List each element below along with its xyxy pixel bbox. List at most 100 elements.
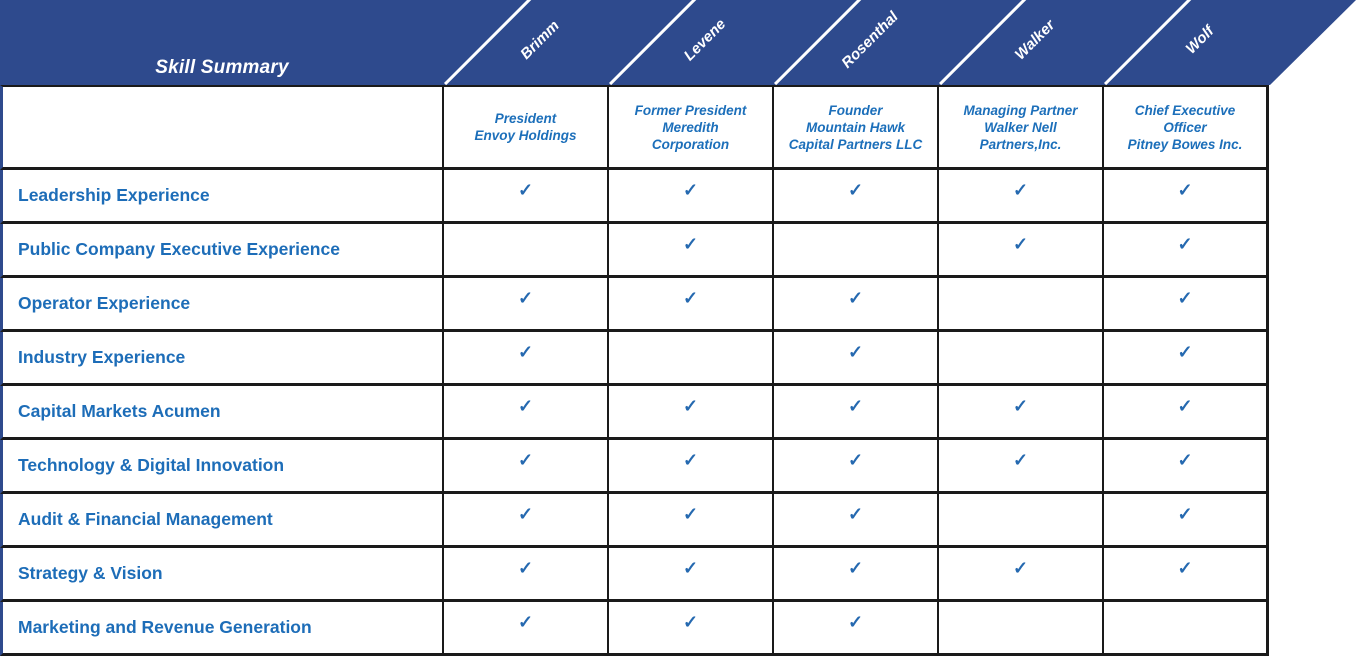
check-cell: ✓ bbox=[1104, 440, 1269, 494]
check-cell: ✓ bbox=[774, 278, 939, 332]
row-label: Public Company Executive Experience bbox=[0, 224, 444, 278]
check-cell: ✓ bbox=[609, 386, 774, 440]
check-cell bbox=[444, 224, 609, 278]
check-icon: ✓ bbox=[517, 558, 534, 578]
check-icon: ✓ bbox=[517, 504, 534, 524]
column-subtitle-brimm: President Envoy Holdings bbox=[444, 85, 609, 170]
subtitle-spacer-cell bbox=[0, 85, 444, 170]
check-icon: ✓ bbox=[682, 180, 699, 200]
check-icon: ✓ bbox=[1012, 234, 1029, 254]
check-cell: ✓ bbox=[774, 548, 939, 602]
check-cell: ✓ bbox=[609, 278, 774, 332]
check-icon: ✓ bbox=[1177, 342, 1193, 362]
check-cell: ✓ bbox=[444, 494, 609, 548]
check-icon: ✓ bbox=[1012, 396, 1029, 416]
check-icon: ✓ bbox=[847, 288, 864, 308]
check-cell: ✓ bbox=[1104, 278, 1269, 332]
check-icon: ✓ bbox=[847, 396, 864, 416]
check-icon: ✓ bbox=[517, 342, 534, 362]
check-cell bbox=[939, 278, 1104, 332]
row-label: Operator Experience bbox=[0, 278, 444, 332]
check-cell bbox=[1104, 602, 1269, 656]
check-cell bbox=[939, 602, 1104, 656]
check-icon: ✓ bbox=[682, 558, 699, 578]
row-label: Marketing and Revenue Generation bbox=[0, 602, 444, 656]
check-cell: ✓ bbox=[444, 440, 609, 494]
check-icon: ✓ bbox=[682, 288, 699, 308]
check-cell: ✓ bbox=[939, 170, 1104, 224]
check-icon: ✓ bbox=[1177, 504, 1193, 524]
check-icon: ✓ bbox=[682, 450, 699, 470]
column-subtitle-levene: Former President Meredith Corporation bbox=[609, 85, 774, 170]
check-icon: ✓ bbox=[682, 396, 699, 416]
check-cell bbox=[939, 332, 1104, 386]
check-cell: ✓ bbox=[774, 332, 939, 386]
check-icon: ✓ bbox=[1177, 180, 1193, 200]
check-cell: ✓ bbox=[774, 386, 939, 440]
check-cell: ✓ bbox=[609, 170, 774, 224]
column-name-rosenthal: Rosenthal bbox=[838, 8, 902, 72]
row-label: Audit & Financial Management bbox=[0, 494, 444, 548]
row-label: Technology & Digital Innovation bbox=[0, 440, 444, 494]
check-cell: ✓ bbox=[444, 548, 609, 602]
check-cell: ✓ bbox=[609, 602, 774, 656]
check-icon: ✓ bbox=[847, 450, 864, 470]
check-cell: ✓ bbox=[1104, 224, 1269, 278]
check-icon: ✓ bbox=[1177, 234, 1193, 254]
check-cell: ✓ bbox=[774, 440, 939, 494]
check-cell: ✓ bbox=[609, 548, 774, 602]
check-cell bbox=[774, 224, 939, 278]
diagonal-separator bbox=[939, 0, 1031, 85]
column-name-walker: Walker bbox=[1011, 16, 1059, 64]
check-cell: ✓ bbox=[444, 278, 609, 332]
check-icon: ✓ bbox=[517, 450, 534, 470]
check-icon: ✓ bbox=[1177, 396, 1193, 416]
check-cell: ✓ bbox=[939, 440, 1104, 494]
check-cell: ✓ bbox=[774, 602, 939, 656]
check-cell: ✓ bbox=[444, 386, 609, 440]
check-icon: ✓ bbox=[1177, 558, 1193, 578]
column-subtitle-wolf: Chief Executive Officer Pitney Bowes Inc… bbox=[1104, 85, 1269, 170]
check-cell: ✓ bbox=[1104, 494, 1269, 548]
check-icon: ✓ bbox=[847, 342, 864, 362]
check-cell: ✓ bbox=[609, 440, 774, 494]
check-cell bbox=[939, 494, 1104, 548]
check-cell: ✓ bbox=[609, 224, 774, 278]
check-cell: ✓ bbox=[444, 332, 609, 386]
check-icon: ✓ bbox=[517, 396, 534, 416]
page-title: Skill Summary bbox=[155, 57, 289, 78]
diagonal-separator bbox=[774, 0, 866, 85]
diagonal-separator bbox=[609, 0, 701, 85]
check-cell: ✓ bbox=[444, 602, 609, 656]
check-icon: ✓ bbox=[847, 612, 864, 632]
check-cell: ✓ bbox=[1104, 170, 1269, 224]
check-cell: ✓ bbox=[939, 548, 1104, 602]
check-cell: ✓ bbox=[1104, 548, 1269, 602]
check-cell: ✓ bbox=[774, 170, 939, 224]
check-icon: ✓ bbox=[1177, 450, 1193, 470]
check-cell: ✓ bbox=[444, 170, 609, 224]
diagonal-separator bbox=[1104, 0, 1196, 85]
check-icon: ✓ bbox=[517, 288, 534, 308]
row-label: Leadership Experience bbox=[0, 170, 444, 224]
column-name-wolf: Wolf bbox=[1182, 22, 1218, 58]
check-icon: ✓ bbox=[517, 612, 534, 632]
check-icon: ✓ bbox=[1177, 288, 1193, 308]
check-icon: ✓ bbox=[682, 612, 699, 632]
skill-table: President Envoy Holdings Former Presiden… bbox=[0, 85, 1269, 656]
check-cell bbox=[609, 332, 774, 386]
check-icon: ✓ bbox=[847, 504, 864, 524]
row-label: Industry Experience bbox=[0, 332, 444, 386]
check-cell: ✓ bbox=[774, 494, 939, 548]
header-band: Skill Summary Brimm Levene Rosenthal Wal… bbox=[0, 0, 1356, 85]
check-icon: ✓ bbox=[682, 234, 699, 254]
column-name-brimm: Brimm bbox=[517, 17, 563, 63]
check-icon: ✓ bbox=[847, 180, 864, 200]
column-subtitle-rosenthal: Founder Mountain Hawk Capital Partners L… bbox=[774, 85, 939, 170]
check-cell: ✓ bbox=[939, 386, 1104, 440]
check-icon: ✓ bbox=[847, 558, 864, 578]
diagonal-separator bbox=[444, 0, 536, 85]
check-cell: ✓ bbox=[1104, 386, 1269, 440]
column-name-levene: Levene bbox=[680, 15, 730, 65]
